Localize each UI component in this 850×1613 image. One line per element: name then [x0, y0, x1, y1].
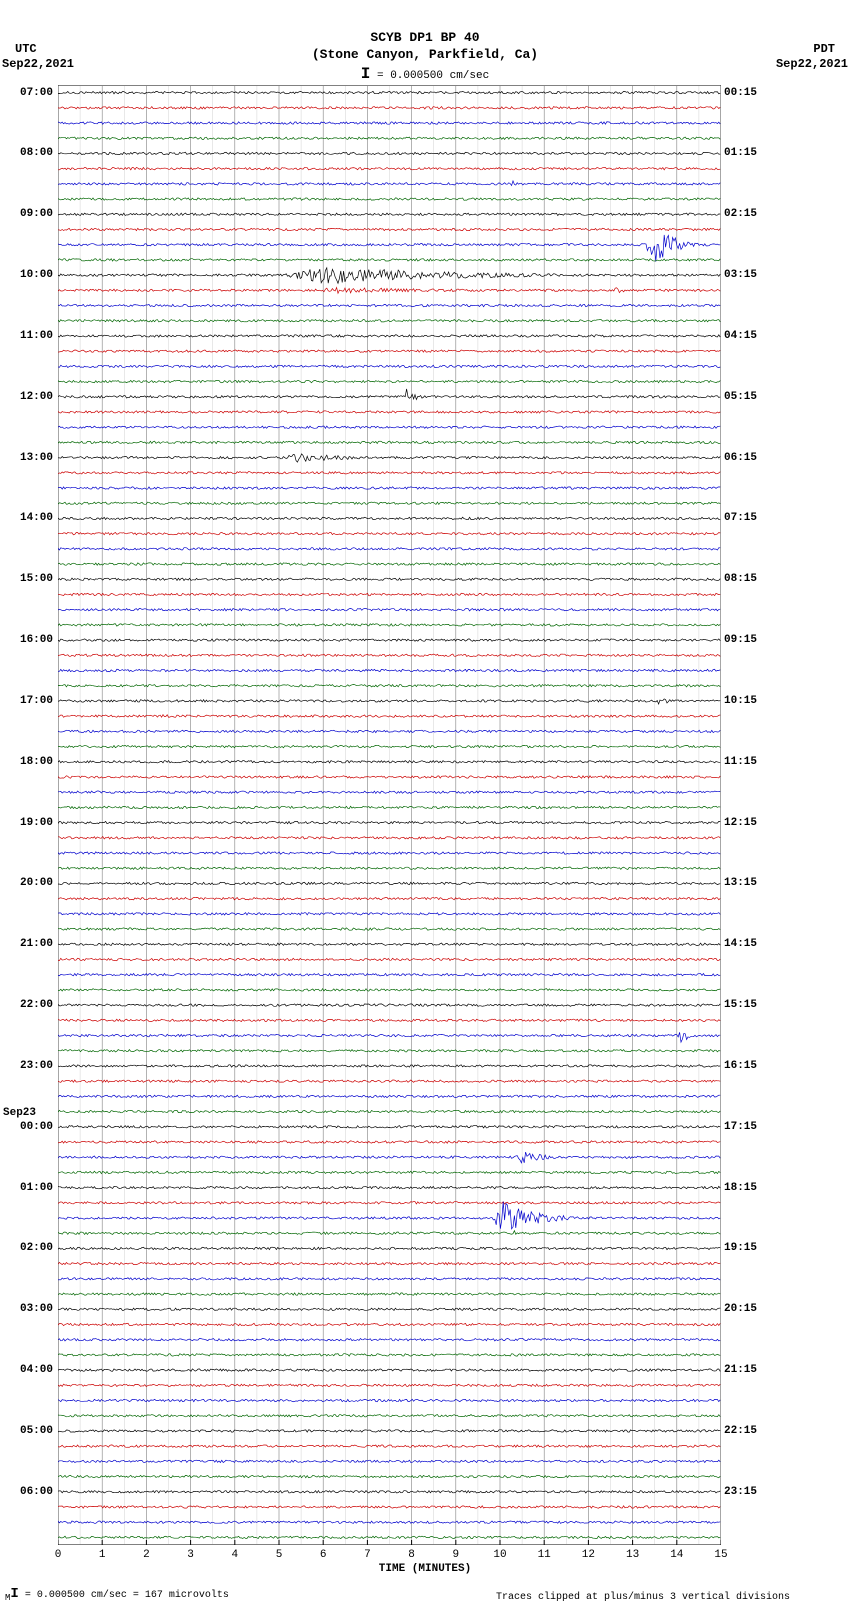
x-tick-label: 3 — [183, 1549, 199, 1561]
pdt-hour-label: 23:15 — [724, 1486, 774, 1498]
utc-hour-label: 14:00 — [3, 512, 53, 524]
pdt-hour-label: 10:15 — [724, 695, 774, 707]
utc-hour-label: 03:00 — [3, 1303, 53, 1315]
footer-scale-text: = 0.000500 cm/sec = 167 microvolts — [19, 1590, 229, 1601]
x-tick-label: 11 — [536, 1549, 552, 1561]
pdt-hour-label: 12:15 — [724, 817, 774, 829]
pdt-hour-label: 17:15 — [724, 1121, 774, 1133]
x-tick-label: 2 — [138, 1549, 154, 1561]
pdt-hour-label: 02:15 — [724, 208, 774, 220]
seismogram-svg — [58, 85, 721, 1545]
station-title: SCYB DP1 BP 40 — [0, 30, 850, 45]
x-axis-title: TIME (MINUTES) — [0, 1563, 850, 1575]
utc-hour-label: 21:00 — [3, 938, 53, 950]
date-right: Sep22,2021 — [776, 57, 848, 71]
pdt-hour-label: 19:15 — [724, 1242, 774, 1254]
x-tick-label: 5 — [271, 1549, 287, 1561]
utc-hour-label: 15:00 — [3, 573, 53, 585]
utc-hour-label: 11:00 — [3, 330, 53, 342]
pdt-hour-label: 03:15 — [724, 269, 774, 281]
pdt-hour-label: 06:15 — [724, 452, 774, 464]
date-left: Sep22,2021 — [2, 57, 74, 71]
utc-hour-label: 18:00 — [3, 756, 53, 768]
pdt-hour-label: 22:15 — [724, 1425, 774, 1437]
utc-hour-label: 01:00 — [3, 1182, 53, 1194]
pdt-hour-label: 18:15 — [724, 1182, 774, 1194]
footer-left: M I = 0.000500 cm/sec = 167 microvolts — [5, 1586, 229, 1603]
pdt-hour-label: 09:15 — [724, 634, 774, 646]
x-tick-label: 1 — [94, 1549, 110, 1561]
pdt-hour-label: 08:15 — [724, 573, 774, 585]
x-tick-label: 13 — [625, 1549, 641, 1561]
utc-hour-label: 22:00 — [3, 999, 53, 1011]
utc-hour-label: 06:00 — [3, 1486, 53, 1498]
x-tick-label: 14 — [669, 1549, 685, 1561]
utc-hour-label: 02:00 — [3, 1242, 53, 1254]
utc-hour-label: 04:00 — [3, 1364, 53, 1376]
utc-hour-label: 16:00 — [3, 634, 53, 646]
footer-right: Traces clipped at plus/minus 3 vertical … — [496, 1592, 790, 1603]
x-tick-label: 8 — [404, 1549, 420, 1561]
station-location: (Stone Canyon, Parkfield, Ca) — [0, 47, 850, 62]
utc-hour-label: 05:00 — [3, 1425, 53, 1437]
x-tick-label: 0 — [50, 1549, 66, 1561]
utc-hour-label: 00:00 — [3, 1121, 53, 1133]
seismogram-container: SCYB DP1 BP 40 (Stone Canyon, Parkfield,… — [0, 0, 850, 1613]
pdt-hour-label: 21:15 — [724, 1364, 774, 1376]
scale-indicator: I = 0.000500 cm/sec — [0, 65, 850, 83]
utc-hour-label: 09:00 — [3, 208, 53, 220]
utc-hour-label: 23:00 — [3, 1060, 53, 1072]
scale-text: = 0.000500 cm/sec — [370, 70, 489, 82]
x-tick-label: 9 — [448, 1549, 464, 1561]
x-tick-label: 15 — [713, 1549, 729, 1561]
utc-hour-label: 08:00 — [3, 147, 53, 159]
x-tick-label: 10 — [492, 1549, 508, 1561]
pdt-hour-label: 15:15 — [724, 999, 774, 1011]
pdt-hour-label: 13:15 — [724, 877, 774, 889]
utc-hour-label: 20:00 — [3, 877, 53, 889]
footer-scale-bar-icon: I — [10, 1586, 18, 1602]
x-tick-label: 12 — [580, 1549, 596, 1561]
utc-hour-label: 13:00 — [3, 452, 53, 464]
x-tick-label: 7 — [359, 1549, 375, 1561]
pdt-hour-label: 14:15 — [724, 938, 774, 950]
pdt-hour-label: 11:15 — [724, 756, 774, 768]
x-tick-label: 4 — [227, 1549, 243, 1561]
utc-hour-label: 07:00 — [3, 87, 53, 99]
utc-day-label: Sep23 — [3, 1107, 36, 1119]
scale-bar-icon: I — [361, 65, 371, 83]
timezone-left: UTC — [15, 42, 37, 56]
utc-hour-label: 17:00 — [3, 695, 53, 707]
pdt-hour-label: 05:15 — [724, 391, 774, 403]
timezone-right: PDT — [813, 42, 835, 56]
pdt-hour-label: 00:15 — [724, 87, 774, 99]
seismogram-plot — [58, 85, 721, 1545]
pdt-hour-label: 07:15 — [724, 512, 774, 524]
pdt-hour-label: 01:15 — [724, 147, 774, 159]
utc-hour-label: 19:00 — [3, 817, 53, 829]
pdt-hour-label: 16:15 — [724, 1060, 774, 1072]
x-tick-label: 6 — [315, 1549, 331, 1561]
pdt-hour-label: 04:15 — [724, 330, 774, 342]
utc-hour-label: 10:00 — [3, 269, 53, 281]
pdt-hour-label: 20:15 — [724, 1303, 774, 1315]
utc-hour-label: 12:00 — [3, 391, 53, 403]
